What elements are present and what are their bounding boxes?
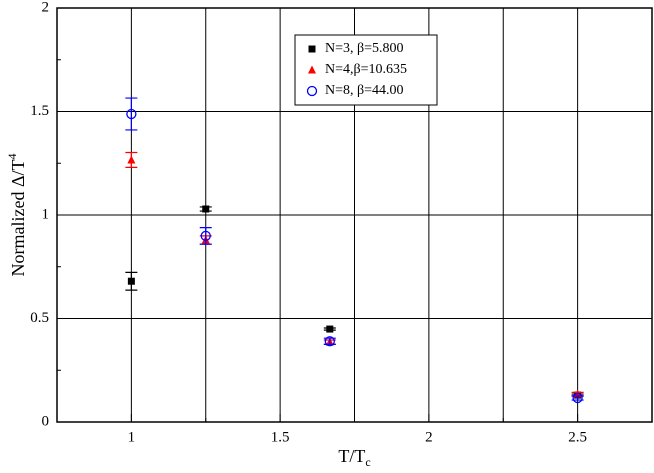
point	[572, 392, 583, 404]
point	[127, 155, 136, 164]
y-tick-label: 1	[42, 206, 50, 222]
y-axis-label-text: Normalized Δ/T	[8, 159, 28, 276]
point	[202, 205, 210, 213]
error-bar	[125, 97, 138, 131]
legend-marker	[308, 45, 316, 53]
y-axis-label: Normalized Δ/T4	[5, 153, 28, 276]
x-tick-label: 1	[128, 429, 136, 445]
legend-label: N=3, β=5.800	[325, 41, 404, 56]
x-tick-label: 2.5	[568, 429, 587, 445]
y-tick-label: 0	[42, 413, 50, 429]
y-tick-label: 0.5	[30, 310, 49, 326]
x-axis-label: T/Tc	[338, 446, 370, 469]
point	[127, 277, 135, 285]
point	[326, 325, 334, 333]
x-axis-label-text: T/T	[338, 446, 365, 466]
y-tick-label: 1.5	[30, 103, 49, 119]
error-bar	[199, 227, 212, 245]
legend-label: N=8, β=44.00	[325, 83, 404, 98]
legend-box	[294, 34, 438, 106]
y-axis-label-sup: 4	[5, 153, 19, 159]
x-tick-label: 1.5	[271, 429, 290, 445]
legend-marker	[306, 85, 318, 97]
legend-marker	[308, 65, 316, 74]
point	[324, 336, 335, 347]
y-tick-label: 2	[42, 0, 50, 15]
x-axis-label-sub: c	[365, 455, 370, 469]
x-tick-label: 2	[425, 429, 433, 445]
legend-label: N=4,β=10.635	[325, 62, 407, 77]
point	[126, 108, 137, 120]
point	[200, 230, 211, 242]
